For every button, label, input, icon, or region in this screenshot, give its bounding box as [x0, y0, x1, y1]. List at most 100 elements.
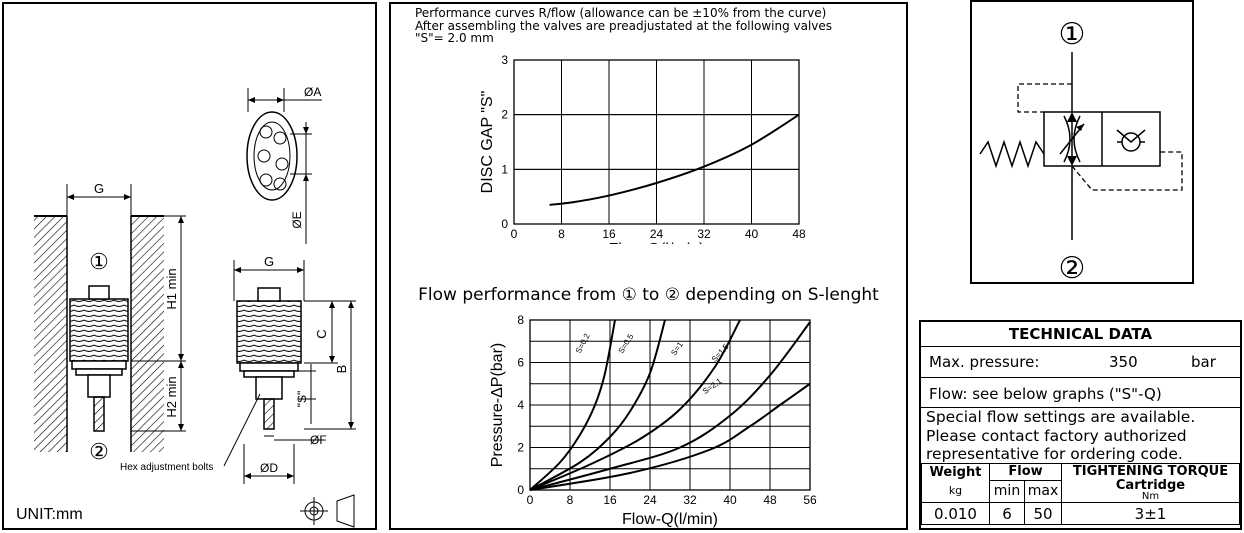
series-line-5	[529, 382, 811, 491]
x-tick-label: 48	[763, 493, 777, 507]
series-line-1	[529, 319, 616, 491]
torque-header: TIGHTENING TORQUE	[1061, 463, 1240, 480]
x-tick-label: 16	[602, 227, 616, 241]
special-line-3: representative for ordering code.	[926, 445, 1183, 463]
note-line-2: After assembling the valves are preadjus…	[415, 18, 833, 33]
chart-bottom-heading: Flow performance from ① to ② depending o…	[418, 285, 879, 305]
special-flow-note: Special flow settings are available. Ple…	[926, 408, 1195, 464]
x-axis-label: Flow-Q(l/min)	[622, 511, 718, 528]
y-tick-label: 0	[501, 217, 508, 231]
cavity-wall-right	[131, 216, 164, 452]
x-tick-label: 24	[643, 493, 657, 507]
note-line-1: Performance curves R/flow (allowance can…	[415, 6, 827, 20]
y-tick-label: 1	[501, 162, 508, 176]
x-tick-label: 8	[558, 227, 565, 241]
chart-note: Performance curves R/flow (allowance can…	[415, 7, 832, 45]
technical-data-panel: TECHNICAL DATA Max. pressure: 350 bar Fl…	[919, 320, 1242, 530]
x-tick-label: 24	[650, 227, 664, 241]
dim-h1: H1 min	[164, 268, 179, 309]
series-line-4	[529, 321, 811, 491]
hex-bolts-label: Hex adjustment bolts	[120, 462, 213, 473]
weight-unit: kg	[921, 480, 990, 503]
symbol-port-1: ①	[1059, 18, 1086, 51]
y-axis-label: Pressure-ΔP(bar)	[489, 343, 506, 468]
y-axis-label: DISC GAP "S"	[479, 91, 496, 194]
pilot-lines	[1017, 83, 1183, 191]
flow-max-header: max	[1024, 479, 1062, 503]
series-label-5: S=2,1	[701, 376, 724, 396]
dim-h2: H2 min	[164, 376, 179, 417]
plot-frame	[513, 59, 800, 225]
weight-header: Weight	[921, 463, 990, 480]
spring-icon	[979, 139, 1045, 169]
check-valve-icon	[1116, 129, 1146, 152]
cavity-wall-left	[34, 216, 67, 452]
x-tick-label: 8	[567, 493, 574, 507]
plot-frame	[529, 319, 811, 491]
y-tick-label: 6	[517, 356, 524, 370]
x-tick-label: 16	[603, 493, 617, 507]
note-line-3: "S"= 2.0 mm	[415, 31, 494, 45]
torque-value: 3±1	[1061, 502, 1240, 525]
flow-note: Flow: see below graphs ("S"-Q)	[929, 385, 1162, 403]
series-line-1	[549, 113, 800, 206]
pressure-flow-chart: 0 8 16 24 32 40 48 5602468Flow-Q(l/min)Pressure…	[489, 313, 817, 528]
y-tick-label: 3	[501, 53, 508, 67]
cartridge-end-view	[246, 111, 298, 201]
series-line-2	[529, 319, 666, 491]
special-line-1: Special flow settings are available.	[926, 408, 1196, 426]
x-axis-label: Flow-Q(l/min)	[609, 241, 705, 244]
unit-label: UNIT:mm	[16, 506, 83, 523]
series-label-2: S=0,5	[617, 332, 636, 355]
port-1-drawing: ①	[89, 249, 109, 274]
dimension-drawing: G H1 min H2 min ① ② ØA ØE	[16, 85, 356, 528]
disc-gap-chart: 0 8 16 24 32 40 48 0 1 2 3 Flow-Q(l/min) DISC GAP "S…	[479, 53, 806, 244]
series-line-3	[529, 319, 741, 491]
symbol-port-2: ②	[1059, 252, 1086, 282]
x-tick-label: 0	[511, 227, 518, 241]
dim-b: B	[334, 365, 349, 374]
cartridge-body-standalone	[236, 300, 302, 364]
y-tick-label: 2	[517, 441, 524, 455]
dim-phi-d: ØD	[260, 461, 278, 475]
cartridge-header: Cartridge	[1115, 478, 1186, 493]
y-tick-label: 4	[517, 398, 524, 412]
x-tick-label: 56	[803, 493, 817, 507]
dim-phi-e: ØE	[290, 211, 304, 228]
dim-g-left: G	[94, 181, 104, 196]
series-label-1: S=0,2	[574, 332, 592, 355]
torque-unit: Nm	[1141, 491, 1160, 502]
max-pressure-value: 350	[1109, 353, 1138, 371]
x-tick-label: 32	[697, 227, 711, 241]
dim-g-right: G	[264, 254, 274, 269]
dim-c: C	[314, 329, 329, 338]
dimension-drawing-panel: G H1 min H2 min ① ② ØA ØE	[2, 2, 377, 530]
dim-s: "S"	[295, 391, 309, 408]
cartridge-body-installed	[69, 298, 129, 362]
port-2-drawing: ②	[89, 439, 109, 464]
weight-value: 0.010	[921, 502, 990, 525]
performance-charts-panel: Performance curves R/flow (allowance can…	[389, 2, 908, 530]
x-tick-label: 32	[683, 493, 697, 507]
flow-min-value: 6	[989, 502, 1025, 525]
throttle-icon	[1059, 112, 1085, 166]
y-tick-label: 8	[517, 313, 524, 327]
projection-symbol	[300, 494, 355, 528]
x-tick-label: 0	[527, 493, 534, 507]
max-pressure-label: Max. pressure:	[929, 353, 1040, 371]
special-line-2: Please contact factory authorized	[926, 426, 1187, 445]
tech-title: TECHNICAL DATA	[1008, 325, 1153, 343]
x-tick-label: 40	[745, 227, 759, 241]
series-label-3: S=1	[669, 340, 685, 357]
hydraulic-symbol-panel: ① ②	[970, 0, 1194, 285]
y-tick-label: 0	[517, 483, 524, 497]
spec-table: Weight Flow TIGHTENING TORQUE kg min max…	[921, 463, 1240, 525]
dim-phi-a: ØA	[304, 85, 321, 99]
x-tick-label: 48	[792, 227, 806, 241]
max-pressure-unit: bar	[1191, 353, 1216, 371]
flow-max-value: 50	[1024, 502, 1062, 525]
flow-header: Flow	[989, 463, 1062, 481]
y-tick-label: 2	[501, 108, 508, 122]
x-tick-label: 40	[723, 493, 737, 507]
dim-phi-f: ØF	[310, 433, 327, 447]
